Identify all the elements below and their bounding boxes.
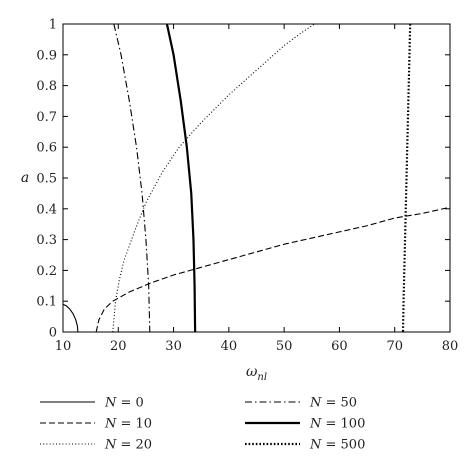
legend-label-4: N = 50 <box>309 396 357 411</box>
series-line-5 <box>165 24 197 332</box>
legend-label-3: N = 20 <box>104 438 152 453</box>
legend-label-2: N = 10 <box>104 417 152 432</box>
legend-label-1: N = 0 <box>104 396 144 411</box>
y-tick-label: 0.1 <box>36 295 57 310</box>
x-tick-label: 60 <box>331 339 348 354</box>
series-line-1 <box>63 303 79 332</box>
x-tick-label: 10 <box>55 339 72 354</box>
legend-label-6: N = 500 <box>309 438 365 453</box>
series-line-3 <box>112 24 315 332</box>
y-tick-label: 0.7 <box>36 110 57 125</box>
y-tick-label: 0.6 <box>36 141 57 156</box>
x-tick-label: 30 <box>165 339 182 354</box>
y-axis: 0 0.1 0.2 0.3 0.4 0.5 0.6 0.7 0.8 0.9 1 <box>36 18 450 341</box>
series-line-6 <box>401 24 412 332</box>
y-tick-label: 0.5 <box>36 172 57 187</box>
series-line-2 <box>95 206 450 332</box>
y-axis-label: a <box>21 170 29 186</box>
x-tick-label: 80 <box>442 339 459 354</box>
x-axis-label: ωnl <box>246 364 267 383</box>
plot-lines <box>63 24 450 332</box>
x-axis: 10 20 30 40 50 60 70 80 <box>55 24 459 354</box>
x-tick-label: 20 <box>110 339 127 354</box>
x-tick-label: 70 <box>386 339 403 354</box>
plot-area-frame <box>62 23 451 333</box>
y-tick-label: 0.2 <box>36 264 57 279</box>
series-line-4 <box>113 24 151 332</box>
x-tick-label: 50 <box>276 339 293 354</box>
x-tick-label: 40 <box>221 339 238 354</box>
y-tick-label: 0.3 <box>36 233 57 248</box>
y-tick-label: 0.4 <box>36 202 57 217</box>
y-tick-label: 0.9 <box>36 48 57 63</box>
legend-label-5: N = 100 <box>309 417 365 432</box>
y-tick-label: 0 <box>49 326 57 341</box>
legend: N = 0 N = 10 N = 20 N = 50 N = 100 N = 500 <box>40 396 365 453</box>
x-axis-label-subscript: nl <box>257 372 267 383</box>
y-tick-label: 1 <box>49 18 57 33</box>
x-axis-label-main: ω <box>246 364 258 380</box>
y-tick-label: 0.8 <box>36 79 57 94</box>
